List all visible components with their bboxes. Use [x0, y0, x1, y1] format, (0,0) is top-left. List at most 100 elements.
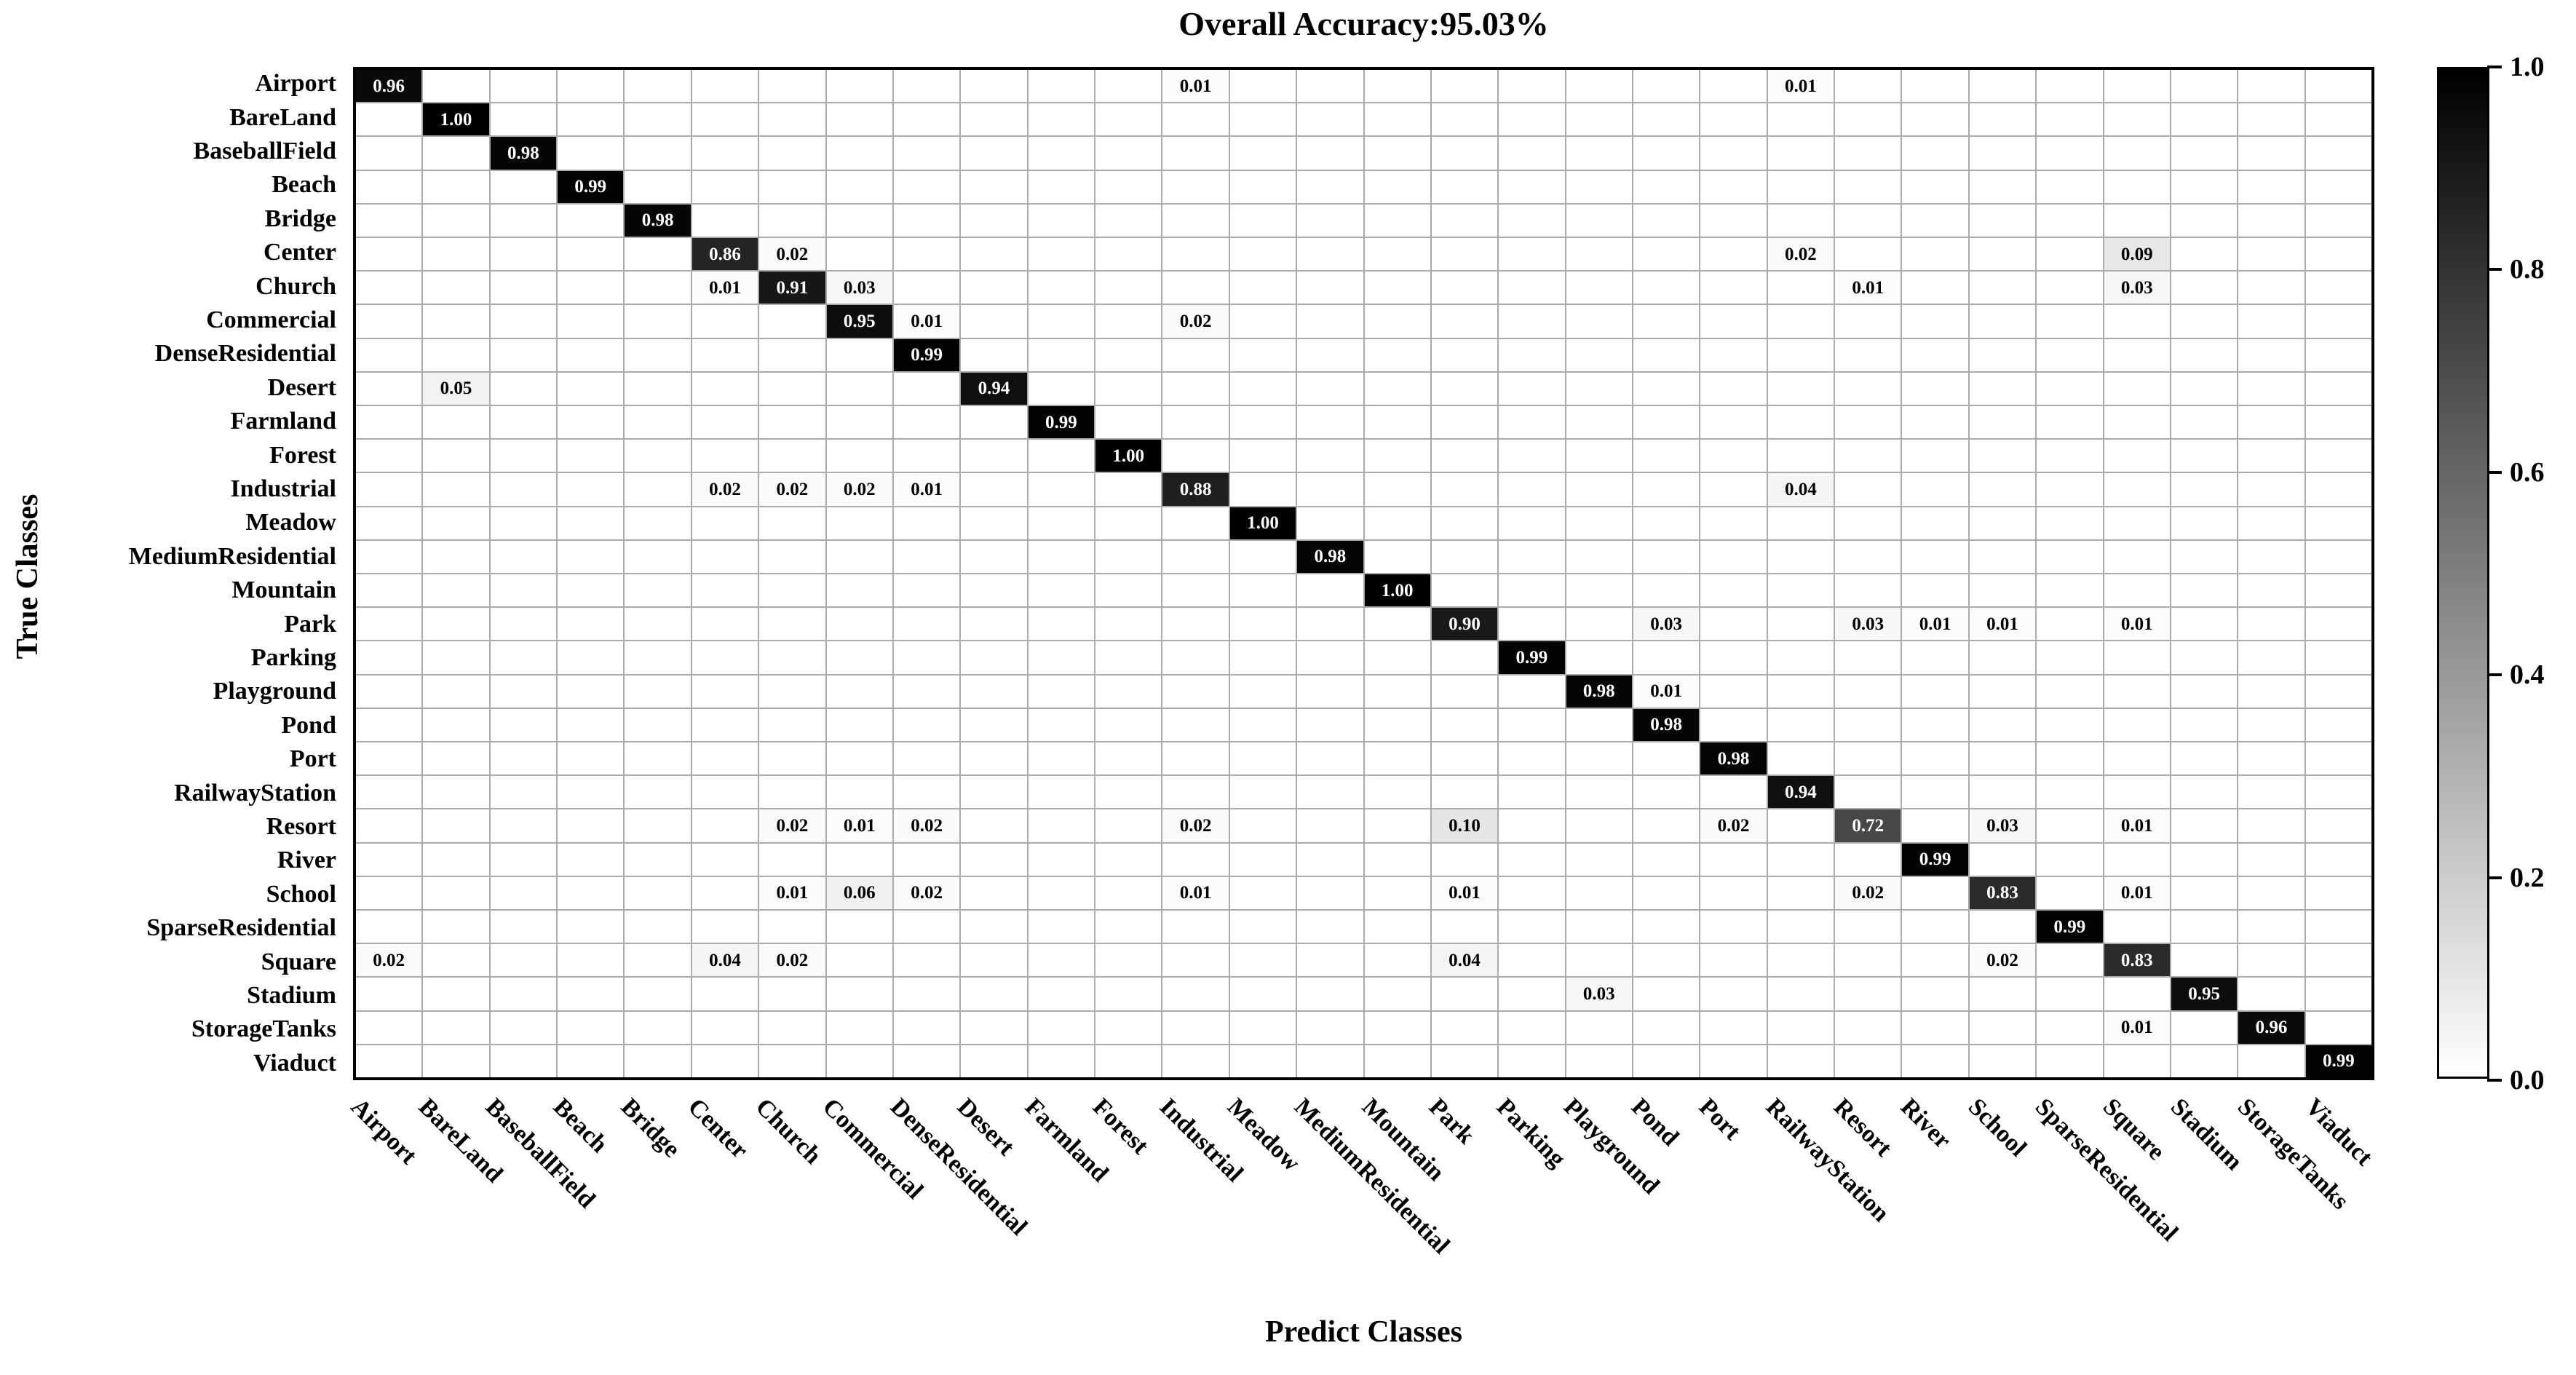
- y-tick-label: Farmland: [230, 408, 336, 435]
- matrix-cell: [490, 776, 557, 809]
- matrix-cell: [558, 809, 624, 842]
- matrix-cell: [1767, 641, 1834, 674]
- matrix-cell: [558, 103, 624, 136]
- matrix-cell: [1162, 507, 1229, 539]
- matrix-cell: [625, 708, 691, 741]
- matrix-cell: [1499, 406, 1565, 439]
- matrix-cell: [1229, 338, 1296, 371]
- matrix-cell: [2037, 742, 2103, 775]
- matrix-cell: [1095, 372, 1162, 405]
- x-tick-label: Beach: [547, 1093, 613, 1158]
- matrix-cell: [1633, 372, 1700, 405]
- matrix-cell: [2037, 103, 2103, 136]
- matrix-cell: 0.91: [759, 272, 825, 304]
- colorbar-tick-label: 0.6: [2510, 456, 2545, 488]
- matrix-cell: [423, 204, 489, 237]
- matrix-cell: [2171, 608, 2238, 641]
- matrix-cell: [826, 944, 892, 977]
- matrix-cell: [2104, 103, 2170, 136]
- matrix-cell: [1028, 641, 1095, 674]
- matrix-cell: [893, 944, 960, 977]
- matrix-cell: 0.01: [1902, 608, 1968, 641]
- matrix-cell: [2037, 876, 2103, 909]
- matrix-cell: [1902, 204, 1968, 237]
- matrix-cell: [759, 137, 825, 170]
- matrix-cell: [1229, 1011, 1296, 1044]
- matrix-cell: [356, 238, 422, 271]
- matrix-cell: [1028, 170, 1095, 203]
- matrix-cell: [1499, 540, 1565, 573]
- matrix-cell: [1499, 103, 1565, 136]
- matrix-cell: [1835, 372, 1901, 405]
- matrix-cell: 0.99: [1028, 406, 1095, 439]
- matrix-cell: [423, 1011, 489, 1044]
- matrix-cell: [1700, 675, 1767, 708]
- matrix-cell: [1902, 675, 1968, 708]
- matrix-cell: [2238, 272, 2304, 304]
- matrix-cell: [1229, 70, 1296, 103]
- matrix-cell: [2305, 103, 2371, 136]
- matrix-cell: 0.90: [1431, 608, 1498, 641]
- matrix-cell: [2171, 204, 2238, 237]
- matrix-cell: [2037, 540, 2103, 573]
- matrix-cell: [423, 540, 489, 573]
- matrix-cell: [1364, 911, 1430, 943]
- matrix-cell: [691, 70, 758, 103]
- matrix-cell: [2037, 338, 2103, 371]
- matrix-cell: [1229, 708, 1296, 741]
- matrix-cell: [1566, 440, 1632, 472]
- matrix-cell: [1229, 843, 1296, 876]
- matrix-cell: [1700, 1045, 1767, 1077]
- matrix-cell: [2238, 238, 2304, 271]
- matrix-cell: [1969, 170, 2036, 203]
- matrix-cell: [625, 473, 691, 506]
- matrix-cell: [2104, 742, 2170, 775]
- matrix-cell: [1499, 776, 1565, 809]
- matrix-cell: [1835, 675, 1901, 708]
- matrix-cell: [558, 305, 624, 338]
- matrix-cell: [1162, 540, 1229, 573]
- matrix-cell: [1499, 911, 1565, 943]
- matrix-cell: [2104, 574, 2170, 607]
- matrix-cell: [1700, 338, 1767, 371]
- matrix-cell: [1162, 372, 1229, 405]
- matrix-cell: [1499, 204, 1565, 237]
- matrix-cell: [558, 272, 624, 304]
- matrix-cell: [423, 876, 489, 909]
- matrix-cell: 0.01: [1162, 876, 1229, 909]
- matrix-cell: [691, 742, 758, 775]
- x-tick-label: Pond: [1625, 1093, 1684, 1152]
- matrix-cell: 0.02: [759, 238, 825, 271]
- matrix-cell: [691, 574, 758, 607]
- matrix-cell: 0.02: [1969, 944, 2036, 977]
- matrix-cell: [2171, 944, 2238, 977]
- matrix-cell: 0.03: [1835, 608, 1901, 641]
- matrix-cell: [759, 641, 825, 674]
- matrix-cell: [1162, 137, 1229, 170]
- matrix-cell: [1902, 103, 1968, 136]
- matrix-cell: [1095, 103, 1162, 136]
- matrix-cell: [1633, 338, 1700, 371]
- matrix-cell: [759, 204, 825, 237]
- matrix-cell: 0.04: [1767, 473, 1834, 506]
- matrix-cell: [759, 70, 825, 103]
- matrix-cell: [961, 843, 1027, 876]
- matrix-cell: [1969, 473, 2036, 506]
- matrix-cell: 0.02: [1835, 876, 1901, 909]
- x-tick-label: Port: [1693, 1093, 1745, 1146]
- matrix-cell: [1499, 473, 1565, 506]
- matrix-cell: [1499, 978, 1565, 1010]
- matrix-cell: [1028, 305, 1095, 338]
- matrix-cell: [2037, 473, 2103, 506]
- matrix-cell: [1969, 776, 2036, 809]
- matrix-cell: [1095, 641, 1162, 674]
- matrix-cell: [625, 911, 691, 943]
- matrix-cell: [893, 1011, 960, 1044]
- matrix-cell: [1297, 507, 1363, 539]
- matrix-cell: [1566, 641, 1632, 674]
- matrix-cell: [1633, 507, 1700, 539]
- matrix-cell: [961, 1045, 1027, 1077]
- matrix-cell: [2037, 305, 2103, 338]
- matrix-cell: [2171, 675, 2238, 708]
- matrix-cell: [1969, 742, 2036, 775]
